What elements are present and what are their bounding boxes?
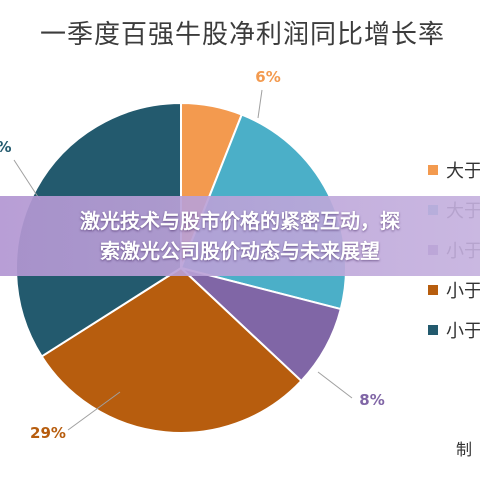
headline-line-1: 激光技术与股市价格的紧密互动，探	[80, 209, 400, 233]
legend-label: 小于	[446, 281, 480, 302]
pie-slice	[40, 266, 303, 434]
data-label: %	[0, 138, 12, 156]
data-label: 29%	[30, 424, 66, 442]
leader-line	[13, 159, 41, 201]
headline-banner[interactable]: 激光技术与股市价格的紧密互动，探 索激光公司股价动态与未来展望	[0, 196, 480, 276]
legend-item: 大于	[428, 150, 480, 190]
legend-swatch	[428, 165, 438, 175]
legend-label: 小于	[446, 321, 480, 342]
legend-item: 小于	[428, 270, 480, 310]
legend-swatch	[428, 285, 438, 295]
leader-line	[67, 391, 121, 431]
data-label: 8%	[359, 391, 384, 409]
leader-line	[317, 371, 353, 399]
footer-note: 制	[456, 440, 473, 459]
legend-item: 小于	[428, 310, 480, 350]
legend-swatch	[428, 325, 438, 335]
leader-line	[257, 89, 263, 119]
chart-title: 一季度百强牛股净利润同比增长率	[40, 20, 446, 50]
data-label: 6%	[255, 68, 280, 86]
legend-label: 大于	[446, 161, 480, 182]
headline-line-2: 索激光公司股价动态与未来展望	[100, 239, 380, 263]
